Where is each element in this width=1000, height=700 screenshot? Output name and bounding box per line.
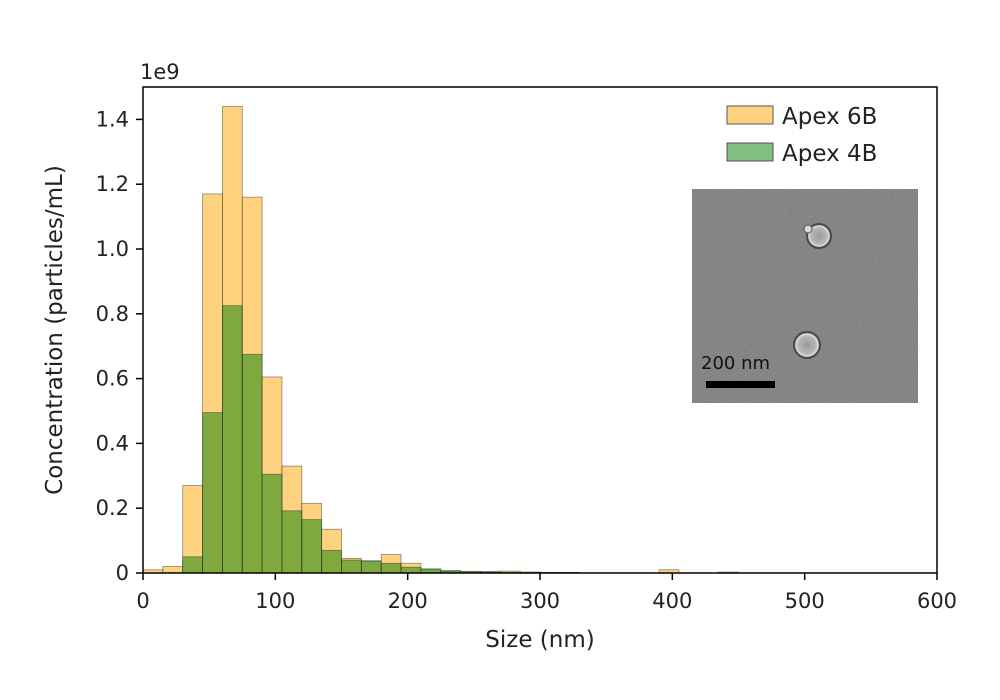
vesicle-particle [806,223,832,249]
legend-label-apex-4b: Apex 4B [782,141,877,167]
x-tick-label: 200 [388,589,428,613]
y-axis: 0 0.2 0.4 0.6 0.8 1.0 1.2 1.4 [96,107,143,585]
x-tick-label: 400 [652,589,692,613]
scale-bar-label: 200 nm [701,353,770,374]
x-tick-label: 600 [917,589,957,613]
legend-swatch-apex-4b [726,142,774,162]
y-tick-label: 0.4 [96,431,129,455]
bar-apex-4b [241,353,263,574]
bar-apex-4b [400,566,422,574]
bar-apex-6b [162,566,184,574]
vesicle-particle [793,331,821,359]
y-tick-label: 1.0 [96,237,129,261]
bars-group [142,106,739,574]
bar-apex-4b [182,556,203,574]
y-axis-title: Concentration (particles/mL) [42,165,68,495]
bar-apex-4b [341,559,362,574]
x-tick-label: 300 [520,589,560,613]
y-tick-label: 0.2 [96,496,129,520]
bar-apex-4b [321,549,342,574]
y-tick-label: 0 [116,561,129,585]
bar-apex-4b [380,562,402,574]
tem-inset-image: 200 nm [692,189,918,403]
legend: Apex 6B Apex 4B [726,104,877,167]
x-tick-label: 500 [785,589,825,613]
x-tick-label: 0 [136,589,149,613]
bar-apex-4b [281,510,303,574]
y-tick-label: 1.4 [96,107,129,131]
bar-apex-4b [221,305,243,574]
legend-swatch-apex-6b [726,105,774,125]
bar-apex-4b [202,412,223,574]
y-tick-label: 1.2 [96,172,129,196]
x-tick-label: 100 [255,589,295,613]
y-tick-label: 0.6 [96,367,129,391]
bar-apex-4b [301,519,323,574]
bar-apex-4b [360,560,382,574]
y-tick-label: 0.8 [96,302,129,326]
y-scale-label: 1e9 [140,60,180,84]
x-axis-title: Size (nm) [485,627,594,653]
legend-label-apex-6b: Apex 6B [782,104,877,130]
x-axis: 0 100 200 300 400 500 600 [136,573,957,613]
scale-bar [706,381,775,388]
bar-apex-4b [261,473,283,574]
